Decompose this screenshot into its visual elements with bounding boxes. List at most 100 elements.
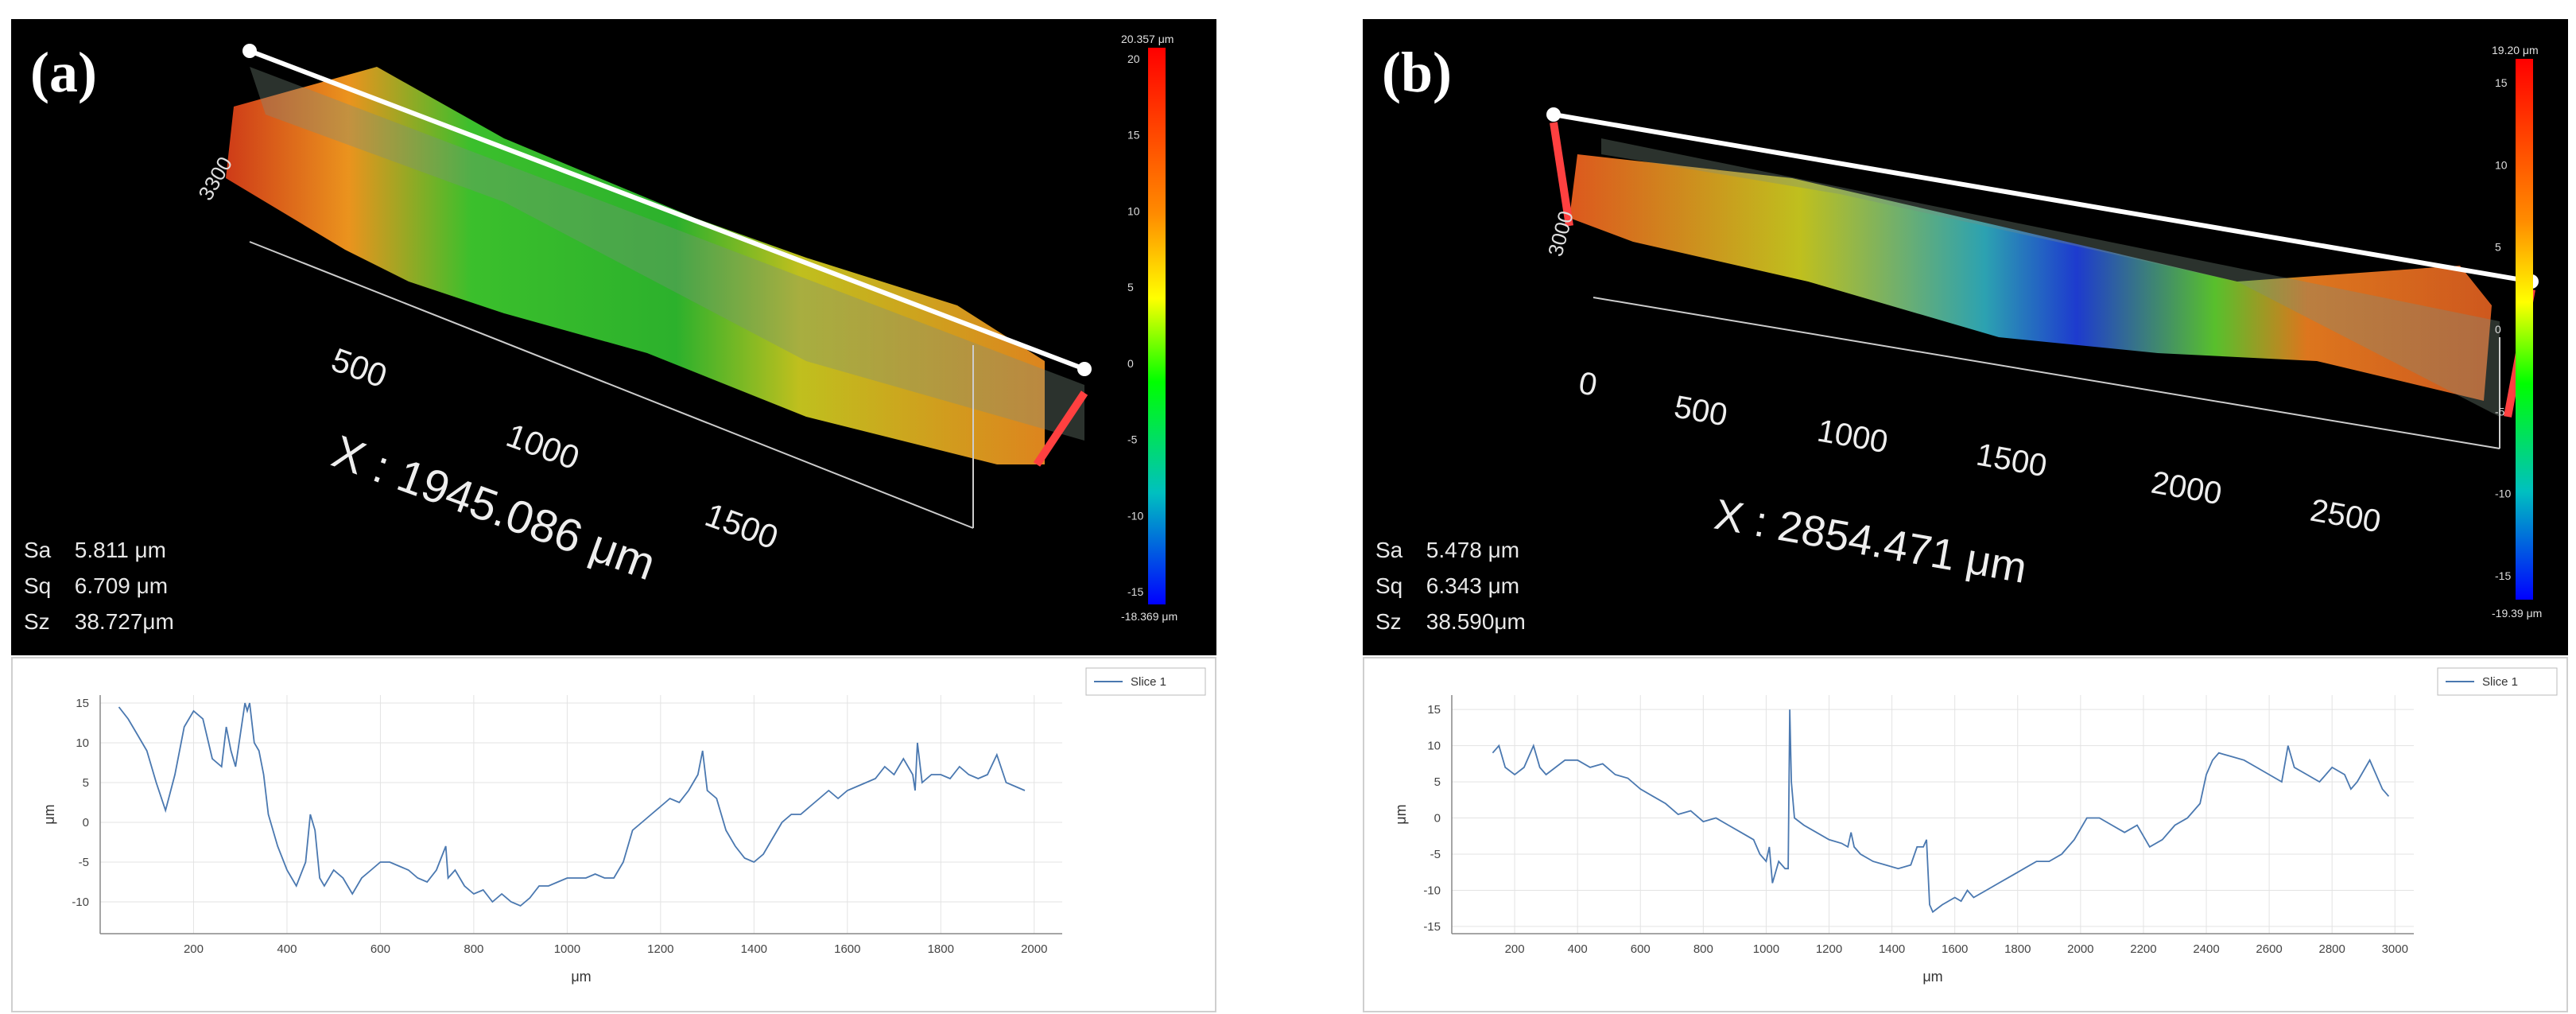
axis3d-tick-b-4: 2000 [2148,465,2224,512]
y-tick-label-b-3: 0 [1434,812,1441,826]
colorbar-tick-b-0: 15 [2495,76,2508,89]
stat-sq-a: Sq 6.709 μm [24,573,169,598]
y-tick-label-b-6: -15 [1423,920,1441,934]
colorbar-tick-b-6: -15 [2495,569,2511,582]
x-tick-label-a-6: 1400 [741,942,767,956]
x-length-label-b: X : 2854.471 μm [1711,491,2031,592]
start-marker-b [1550,122,1573,227]
axis3d-tick-b-3: 1500 [1973,437,2049,484]
x-axis-label-b: μm [1922,969,1942,985]
stat-sa-a: Sa 5.811 μm [24,538,167,562]
colorbar-top-label-b: 19.20 μm [2492,44,2539,56]
panel-b: 3000 0 500 1000 1500 2000 2500 X : 2854.… [1352,0,2568,1012]
x-tick-label-a-3: 800 [464,942,483,956]
end-marker-a [1033,390,1088,467]
legend-label-a-0: Slice 1 [1131,675,1166,689]
x-tick-label-b-12: 2600 [2256,942,2282,956]
series-line-b-0 [1492,709,2390,914]
y-tick-label-b-5: -10 [1423,884,1441,897]
colorbar-tick-a-3: 5 [1127,281,1134,293]
colorbar-bottom-label-b: -19.39 μm [2492,607,2542,620]
surface-back-wall-b [1601,138,2500,417]
y-tick-label-a-2: 5 [83,776,89,790]
x-tick-label-b-10: 2200 [2130,942,2156,956]
x-tick-label-b-7: 1600 [1942,942,1968,956]
stat-sz-a: Sz 38.727μm [24,609,174,634]
x-tick-label-b-1: 400 [1568,942,1588,956]
series-line-a-0 [118,702,1026,907]
x-tick-label-a-4: 1000 [554,942,580,956]
axis3d-ticks-b: 0 500 1000 1500 2000 2500 [1576,366,2383,540]
axis3d-tick-a-2: 1500 [700,495,783,556]
colorbar-tick-a-4: 0 [1127,357,1134,370]
surface-back-wall-a [250,67,1084,441]
x-tick-label-b-0: 200 [1505,942,1525,956]
profile-chart-svg-a: 15 10 5 0 -5 -10 200 400 600 800 1000 1200 1400 1600 1… [41,667,1206,985]
y-tick-label-b-1: 10 [1427,740,1441,753]
x-tick-label-b-9: 2000 [2067,942,2093,956]
roughness-stats-a: Sa 5.811 μm Sq 6.709 μm Sz 38.727μm [24,532,174,639]
axis3d-tick-b-5: 2500 [2307,493,2383,540]
y-tick-label-a-1: 10 [76,736,89,750]
x-tick-label-a-5: 1200 [647,942,673,956]
x-tick-label-b-2: 600 [1631,942,1651,956]
axis3d-tick-b-1: 500 [1671,390,1729,433]
legend-label-b-0: Slice 1 [2482,675,2518,689]
x-tick-label-b-6: 1400 [1879,942,1905,956]
axis3d-tick-b-2: 1000 [1814,414,1890,460]
axis3d-tick-a-0: 500 [327,340,392,394]
x-tick-label-b-8: 1800 [2004,942,2031,956]
y-tick-label-b-2: 5 [1434,775,1441,789]
x-tick-label-a-2: 600 [370,942,390,956]
axis3d-tick-b-0: 0 [1576,366,1600,403]
surface-3d-scene-a: 3300 500 1000 1500 X : 1945.086 μm 20.35… [193,33,1177,623]
axis3d-depth-label-b: 3000 [1543,208,1578,259]
colorbar-bottom-label-a: -18.369 μm [1121,610,1177,623]
y-tick-label-b-4: -5 [1430,848,1441,861]
surface-3d-scene-b: 3000 0 500 1000 1500 2000 2500 X : 2854.… [1543,44,2543,620]
surface-3d-viewer-b[interactable]: 3000 0 500 1000 1500 2000 2500 X : 2854.… [1363,19,2568,655]
profile-start-handle-a[interactable] [242,44,257,58]
colorbar-tick-b-2: 5 [2495,241,2501,254]
x-tick-label-b-14: 3000 [2382,942,2408,956]
panel-label-a: (a) [30,41,97,104]
x-tick-label-b-11: 2400 [2193,942,2219,956]
stat-sz-b: Sz 38.590μm [1375,609,1526,634]
profile-chart-a: 15 10 5 0 -5 -10 200 400 600 800 1000 1200 1400 1600 1… [11,657,1216,1012]
profile-line-b [1553,112,2532,284]
surface-mesh-a [226,67,1045,464]
colorbar-tick-a-5: -5 [1127,433,1138,446]
colorbar-tick-b-1: 10 [2495,158,2508,171]
x-tick-label-a-7: 1600 [834,942,860,956]
panel-label-b: (b) [1382,41,1452,104]
axis3d-tick-a-1: 1000 [502,416,584,476]
colorbar-b [2516,59,2533,600]
x-tick-label-a-1: 400 [277,942,297,956]
axis3d-x-line-a [249,241,974,529]
profile-end-handle-a[interactable] [1077,362,1092,376]
colorbar-tick-b-5: -10 [2495,488,2511,500]
stat-sq-b: Sq 6.343 μm [1375,573,1520,598]
y-tick-label-a-5: -10 [72,896,89,909]
y-tick-label-b-0: 15 [1427,703,1441,717]
x-tick-label-b-5: 1200 [1816,942,1842,956]
colorbar-ticks-a: 20 15 10 5 0 -5 -10 -15 [1127,52,1143,598]
x-tick-label-b-13: 2800 [2319,942,2345,956]
y-tick-label-a-3: 0 [83,816,89,829]
x-tick-label-a-8: 1800 [928,942,954,956]
colorbar-tick-b-4: -5 [2495,405,2505,418]
colorbar-top-label-a: 20.357 μm [1121,33,1174,45]
x-tick-label-a-9: 2000 [1021,942,1047,956]
surface-mesh-b [1569,154,2492,401]
panel-a: 3300 500 1000 1500 X : 1945.086 μm 20.35… [0,0,1216,1012]
colorbar-ticks-b: 15 10 5 0 -5 -10 -15 [2495,76,2511,582]
colorbar-tick-a-7: -15 [1127,585,1143,598]
x-tick-label-b-3: 800 [1693,942,1713,956]
surface-3d-viewer-a[interactable]: 3300 500 1000 1500 X : 1945.086 μm 20.35… [11,19,1216,655]
x-length-label-a: X : 1945.086 μm [326,425,662,590]
colorbar-tick-a-0: 20 [1127,52,1140,65]
profile-start-handle-b[interactable] [1546,107,1561,122]
profile-chart-svg-b: 15 10 5 0 -5 -10 -15 200 400 600 800 1000 1200 1400 16… [1393,667,2558,985]
x-axis-label-a: μm [571,969,591,985]
roughness-stats-b: Sa 5.478 μm Sq 6.343 μm Sz 38.590μm [1375,532,1526,639]
